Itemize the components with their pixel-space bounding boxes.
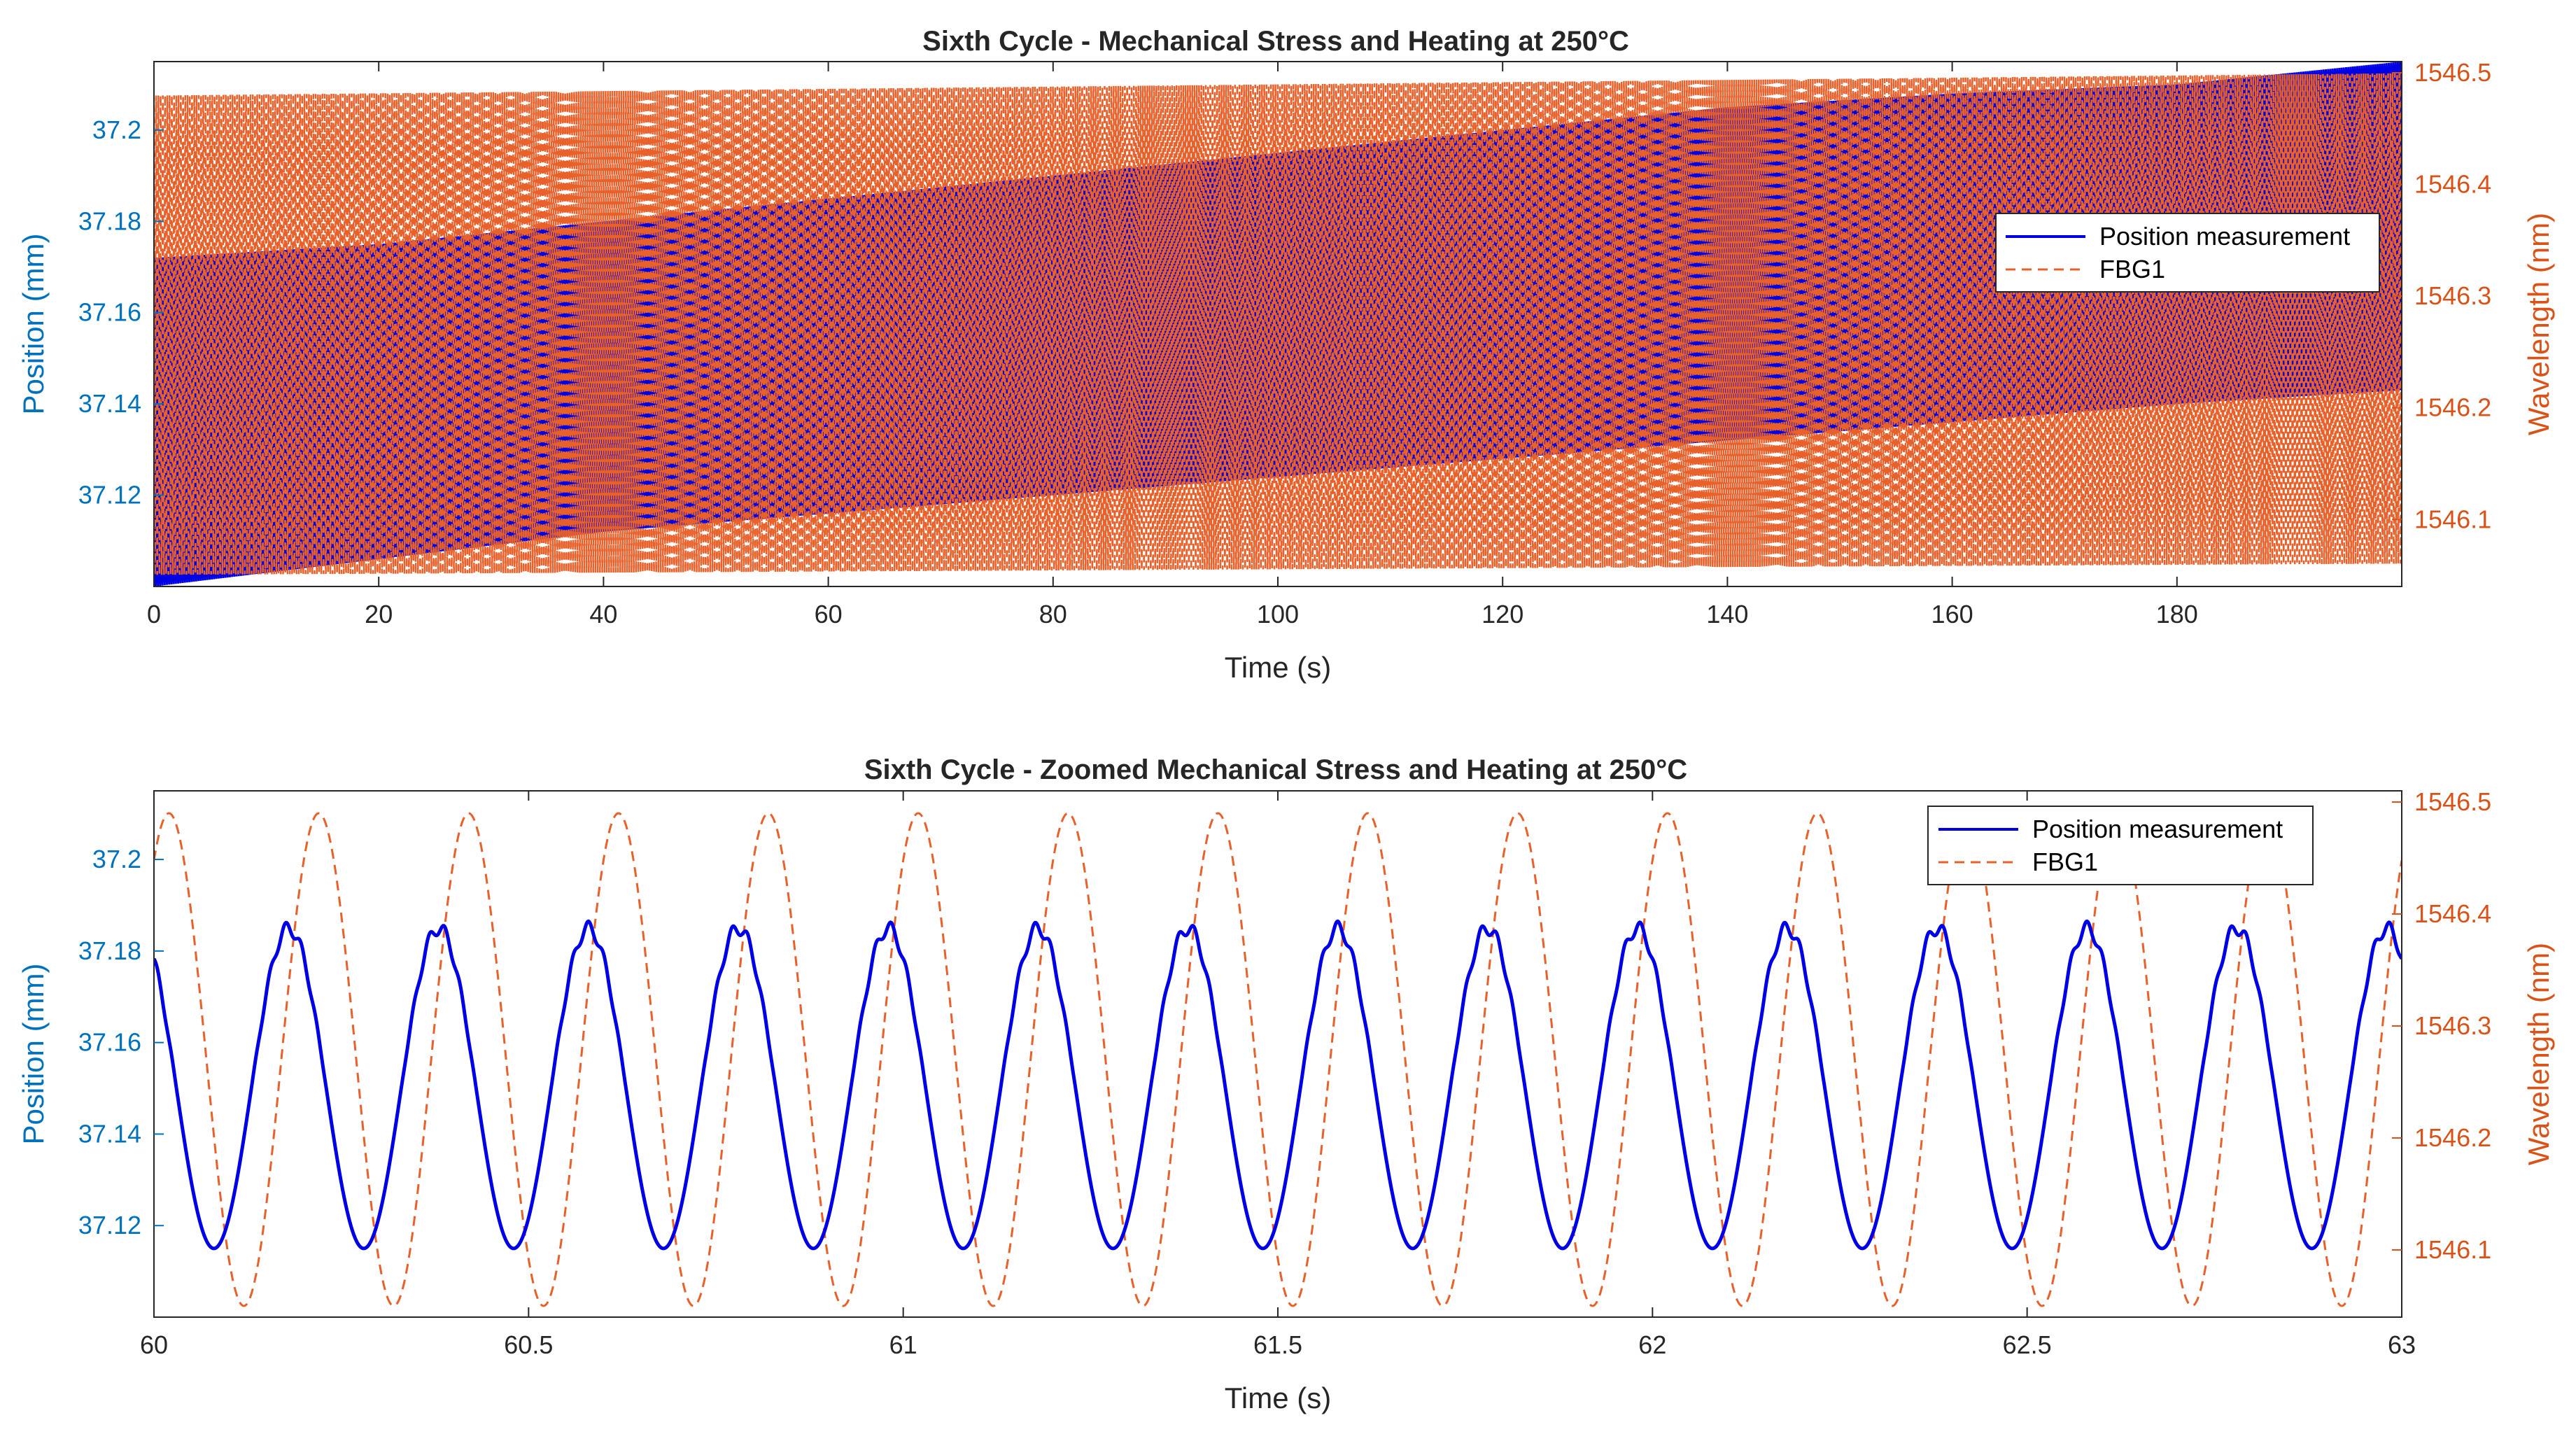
y-axis-label-left: Position (mm) <box>17 233 50 414</box>
y-ticks-right: 1546.1 1546.2 1546.3 1546.4 1546.5 <box>2392 58 2491 533</box>
x-axis-label: Time (s) <box>1225 1382 1331 1414</box>
y-tick-label-right: 1546.4 <box>2414 170 2491 199</box>
chart-title: Sixth Cycle - Zoomed Mechanical Stress a… <box>864 754 1687 785</box>
chart-title: Sixth Cycle - Mechanical Stress and Heat… <box>922 26 1629 57</box>
y-tick-label-left: 37.2 <box>92 115 141 144</box>
legend-box <box>1927 806 2314 885</box>
x-tick-label: 160 <box>1931 600 1973 628</box>
x-ticks: 0 20 40 60 80 100 120 140 160 180 <box>147 62 2198 628</box>
x-tick-label: 62.5 <box>2003 1330 2052 1359</box>
y-ticks-right: 1546.1 1546.2 1546.3 1546.4 1546.5 <box>2392 787 2491 1264</box>
x-tick-label: 61.5 <box>1253 1330 1302 1359</box>
legend-label-position: Position measurement <box>2099 222 2350 251</box>
series-layer <box>154 62 2402 586</box>
y-tick-label-right: 1546.2 <box>2414 1123 2491 1152</box>
y-tick-label-right: 1546.5 <box>2414 58 2491 87</box>
legend-label-fbg1: FBG1 <box>2032 848 2098 876</box>
y-tick-label-left: 37.14 <box>78 1119 141 1148</box>
y-tick-label-left: 37.18 <box>78 206 141 235</box>
x-tick-label: 62 <box>1638 1330 1666 1359</box>
y-tick-label-left: 37.12 <box>78 481 141 509</box>
y-ticks-left: 37.12 37.14 37.16 37.18 37.2 <box>78 845 164 1239</box>
y-tick-label-right: 1546.4 <box>2414 899 2491 928</box>
legend[interactable]: Position measurement FBG1 <box>1995 213 2380 293</box>
x-tick-label: 61 <box>889 1330 917 1359</box>
series-clip <box>154 62 2402 586</box>
x-tick-label: 0 <box>147 600 161 628</box>
y-tick-label-left: 37.16 <box>78 298 141 327</box>
x-tick-label: 63 <box>2388 1330 2416 1359</box>
y-tick-label-left: 37.2 <box>92 845 141 873</box>
series-fbg1 <box>154 73 2402 575</box>
legend-label-fbg1: FBG1 <box>2099 255 2165 283</box>
series-clip <box>154 812 2402 1307</box>
y-tick-label-left: 37.18 <box>78 936 141 965</box>
series-position-measurement <box>154 919 2402 1251</box>
x-tick-label: 60 <box>140 1330 168 1359</box>
x-tick-label: 60.5 <box>504 1330 553 1359</box>
legend-box <box>1995 213 2380 293</box>
legend-label-position: Position measurement <box>2032 815 2283 843</box>
y-tick-label-right: 1546.1 <box>2414 1235 2491 1264</box>
y-tick-label-left: 37.12 <box>78 1211 141 1239</box>
y-tick-label-right: 1546.3 <box>2414 281 2491 310</box>
y-tick-label-right: 1546.5 <box>2414 787 2491 816</box>
chart-zoomed: Sixth Cycle - Zoomed Mechanical Stress a… <box>17 754 2555 1414</box>
y-axis-label-right: Wavelength (nm) <box>2522 943 2555 1165</box>
x-axis-label: Time (s) <box>1225 651 1331 684</box>
x-tick-label: 80 <box>1039 600 1067 628</box>
y-tick-label-left: 37.16 <box>78 1028 141 1057</box>
series-fbg1 <box>154 812 2402 1307</box>
y-tick-label-right: 1546.1 <box>2414 505 2491 533</box>
series-layer <box>154 812 2402 1307</box>
x-tick-label: 120 <box>1481 600 1523 628</box>
x-tick-label: 140 <box>1706 600 1748 628</box>
y-axis-label-left: Position (mm) <box>17 963 50 1144</box>
x-tick-label: 180 <box>2156 600 2198 628</box>
x-ticks: 60 60.5 61 61.5 62 62.5 63 <box>140 791 2416 1359</box>
x-tick-label: 100 <box>1257 600 1299 628</box>
legend[interactable]: Position measurement FBG1 <box>1927 806 2314 885</box>
y-tick-label-right: 1546.3 <box>2414 1011 2491 1040</box>
y-tick-label-right: 1546.2 <box>2414 393 2491 422</box>
x-tick-label: 60 <box>815 600 843 628</box>
y-ticks-left: 37.12 37.14 37.16 37.18 37.2 <box>78 115 164 509</box>
x-tick-label: 40 <box>589 600 617 628</box>
x-tick-label: 20 <box>365 600 393 628</box>
y-axis-label-right: Wavelength (nm) <box>2522 213 2555 435</box>
chart-full-cycle: Sixth Cycle - Mechanical Stress and Heat… <box>17 26 2555 684</box>
y-tick-label-left: 37.14 <box>78 389 141 418</box>
